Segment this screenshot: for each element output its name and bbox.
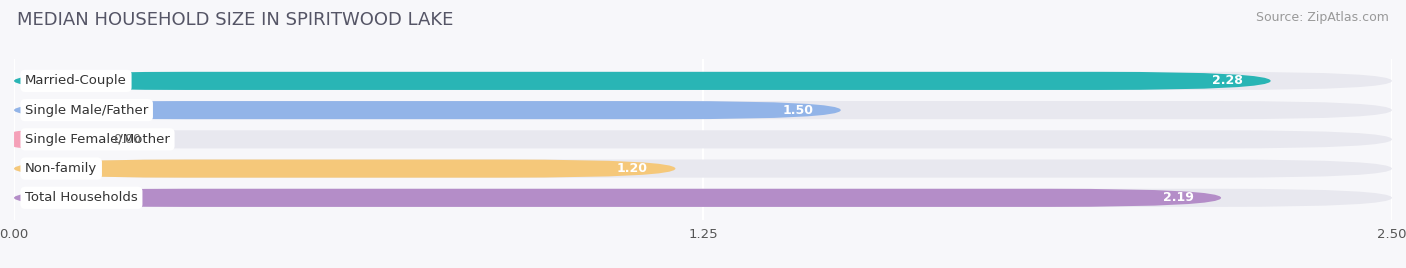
FancyBboxPatch shape (14, 130, 1392, 148)
FancyBboxPatch shape (14, 130, 80, 148)
Text: Single Female/Mother: Single Female/Mother (25, 133, 170, 146)
FancyBboxPatch shape (14, 189, 1220, 207)
FancyBboxPatch shape (14, 159, 675, 178)
Text: 0.00: 0.00 (114, 133, 141, 146)
FancyBboxPatch shape (14, 189, 1392, 207)
Text: 2.19: 2.19 (1163, 191, 1194, 204)
FancyBboxPatch shape (14, 159, 1392, 178)
Text: 1.50: 1.50 (782, 104, 813, 117)
Text: Non-family: Non-family (25, 162, 97, 175)
Text: Single Male/Father: Single Male/Father (25, 104, 149, 117)
Text: MEDIAN HOUSEHOLD SIZE IN SPIRITWOOD LAKE: MEDIAN HOUSEHOLD SIZE IN SPIRITWOOD LAKE (17, 11, 453, 29)
Text: 2.28: 2.28 (1212, 75, 1243, 87)
FancyBboxPatch shape (14, 72, 1271, 90)
Text: 1.20: 1.20 (617, 162, 648, 175)
Text: Total Households: Total Households (25, 191, 138, 204)
Text: Source: ZipAtlas.com: Source: ZipAtlas.com (1256, 11, 1389, 24)
FancyBboxPatch shape (14, 101, 1392, 119)
FancyBboxPatch shape (14, 101, 841, 119)
FancyBboxPatch shape (14, 72, 1392, 90)
Text: Married-Couple: Married-Couple (25, 75, 127, 87)
